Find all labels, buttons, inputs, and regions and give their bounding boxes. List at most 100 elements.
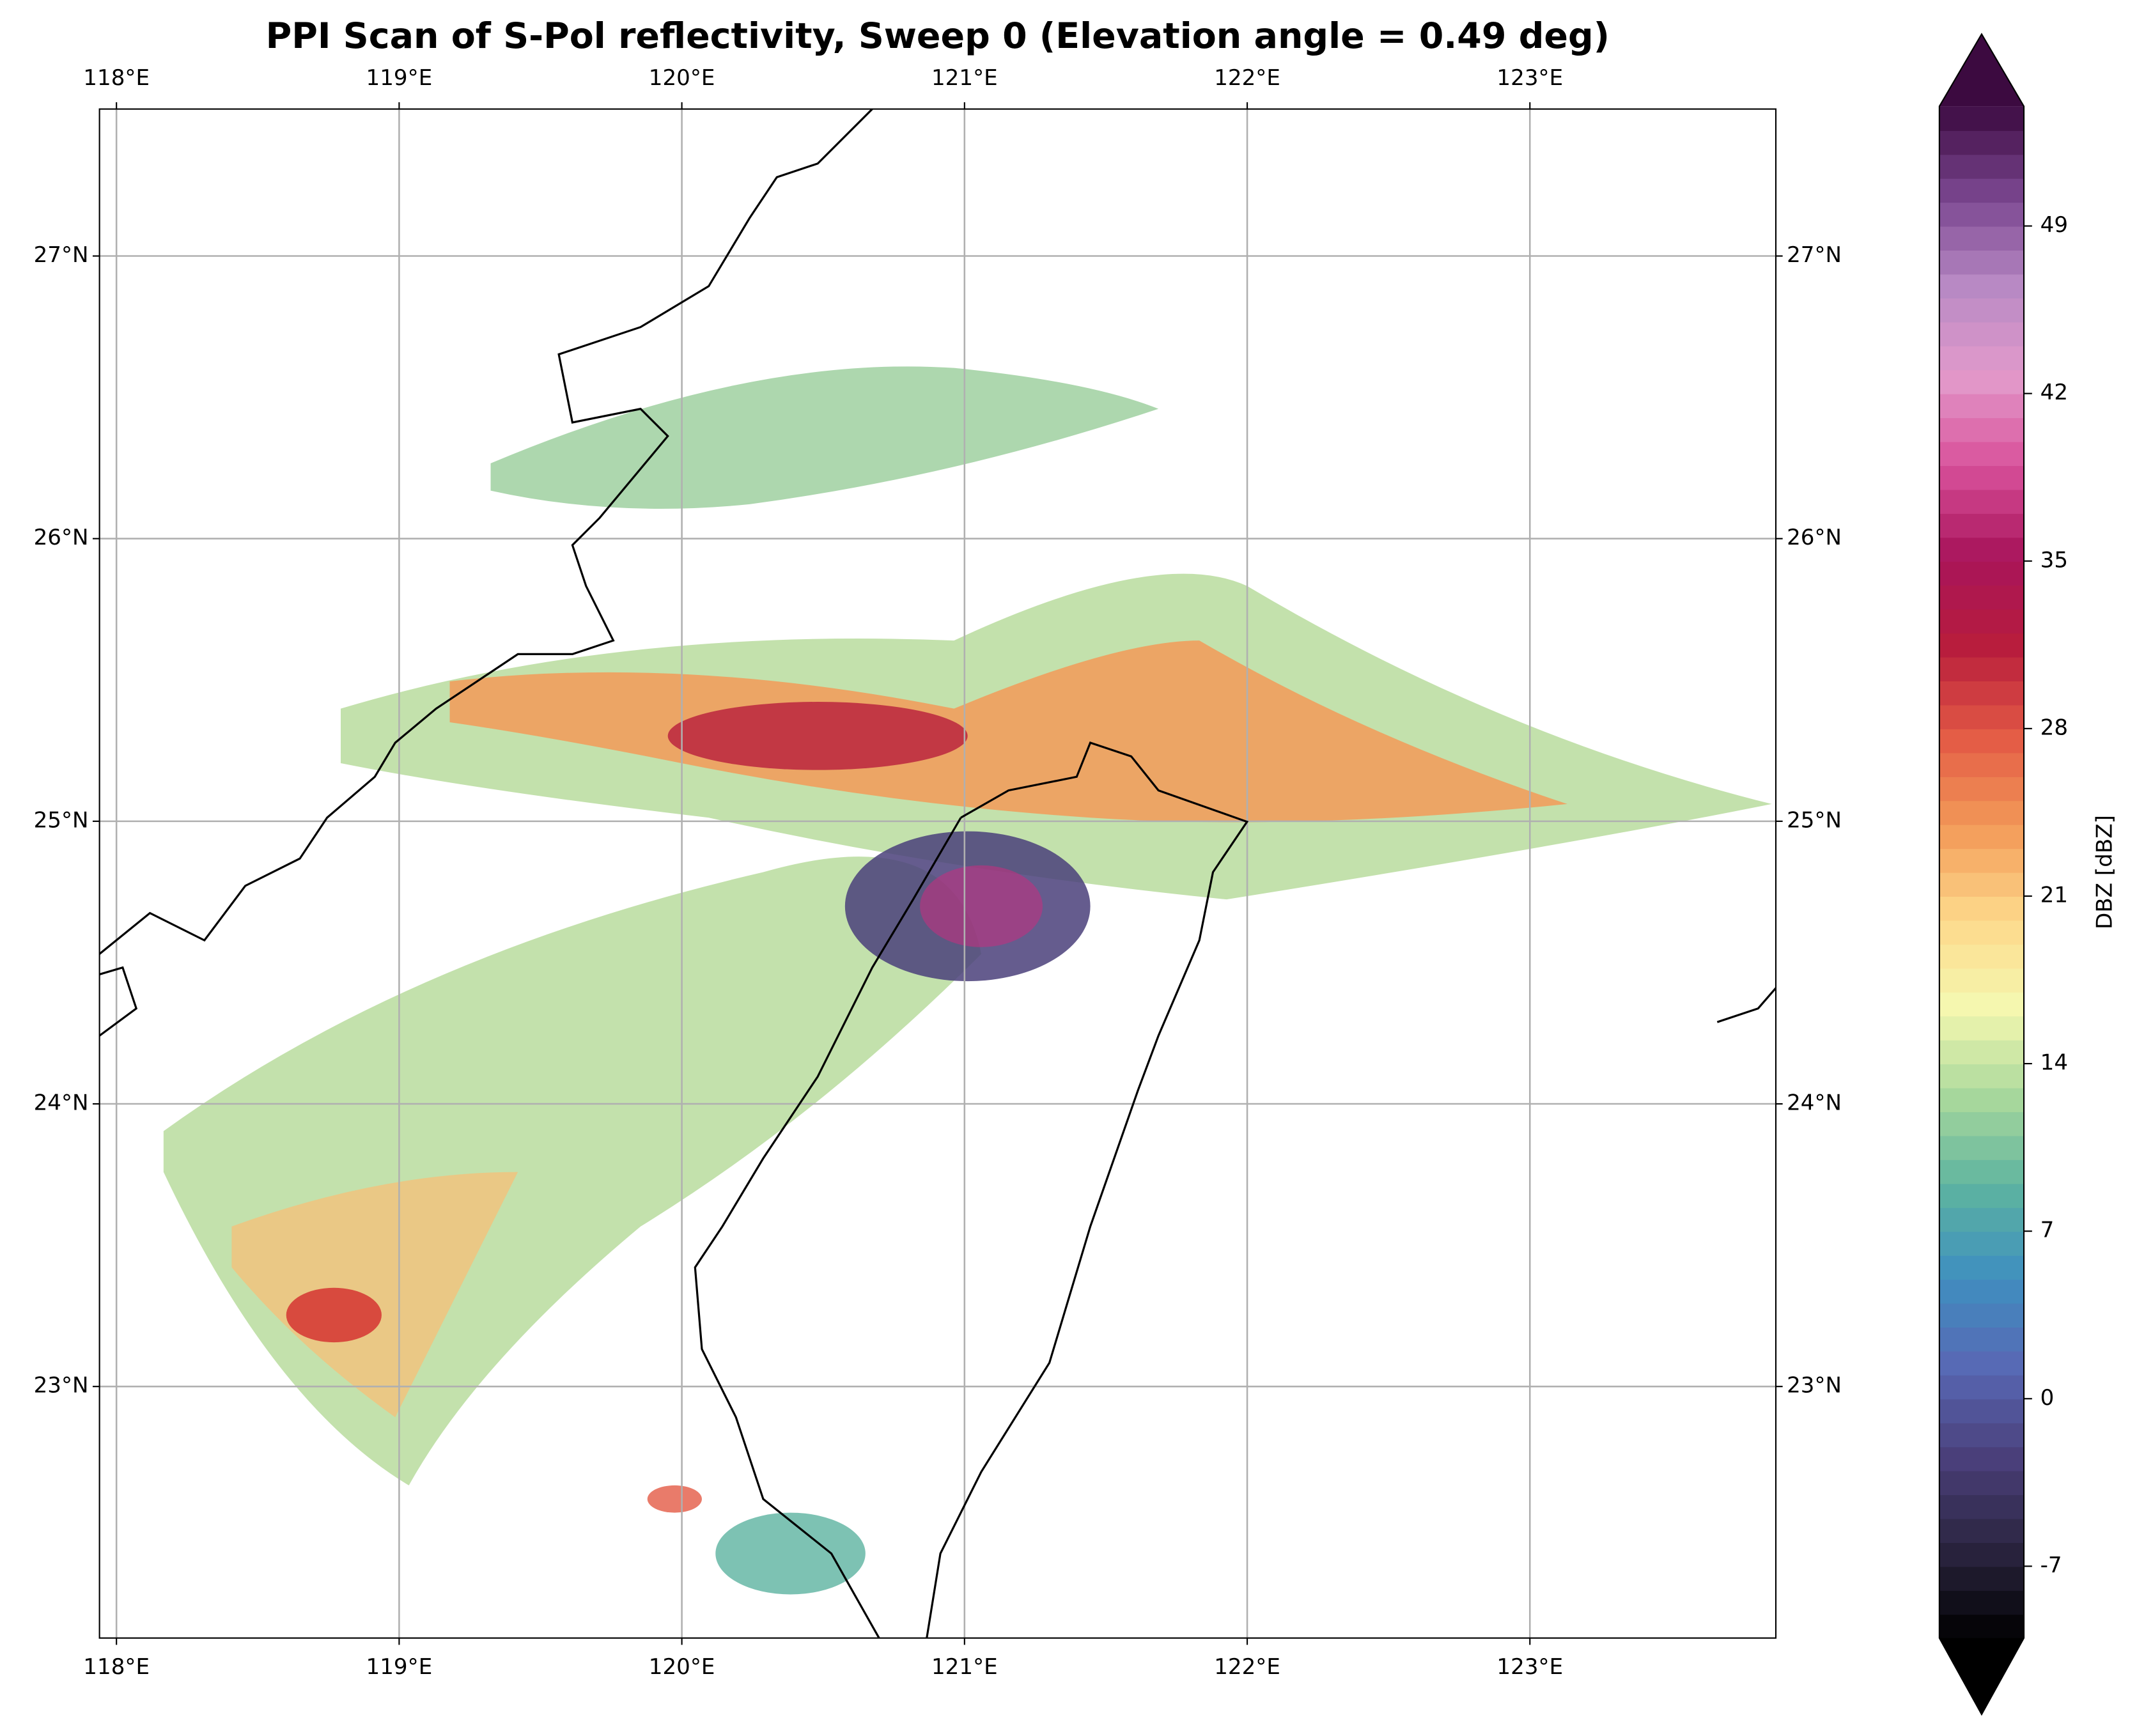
colorbar-band [1939, 872, 2024, 897]
x-tick-label-top: 118°E [83, 65, 150, 91]
colorbar-band [1939, 1374, 2024, 1400]
echo-region [647, 1485, 702, 1513]
colorbar-band [1939, 1494, 2024, 1519]
echo-region [231, 1172, 518, 1418]
colorbar-band [1939, 1087, 2024, 1113]
colorbar-band [1939, 297, 2024, 323]
coastline-island [1716, 987, 1776, 1023]
colorbar-band [1939, 1303, 2024, 1328]
coastline-mainland [99, 109, 873, 955]
colorbar-band [1939, 1064, 2024, 1089]
colorbar-band [1939, 776, 2024, 802]
x-tick-label: 121°E [931, 1654, 998, 1680]
radar-echoes [163, 366, 1772, 1595]
colorbar-band [1939, 178, 2024, 203]
colorbar-band [1939, 585, 2024, 610]
colorbar-label: DBZ [dBZ] [2092, 815, 2117, 929]
y-tick-label: 23°N [34, 1373, 89, 1399]
colorbar-band [1939, 968, 2024, 993]
colorbar-band [1939, 680, 2024, 706]
colorbar-band [1939, 561, 2024, 586]
colorbar-band [1939, 848, 2024, 873]
colorbar-band [1939, 369, 2024, 394]
chart-title: PPI Scan of S-Pol reflectivity, Sweep 0 … [266, 16, 1610, 57]
colorbar-band [1939, 274, 2024, 298]
colorbar-band [1939, 1542, 2024, 1567]
colorbar-band [1939, 322, 2024, 346]
colorbar-band [1939, 1351, 2024, 1376]
colorbar-band [1939, 1255, 2024, 1280]
colorbar-band [1939, 1231, 2024, 1256]
colorbar-band [1939, 130, 2024, 155]
colorbar-band [1939, 106, 2024, 131]
colorbar-band [1939, 154, 2024, 179]
colorbar-band [1939, 1279, 2024, 1304]
colorbar-tick-label: 28 [2040, 715, 2068, 740]
colorbar-band [1939, 393, 2024, 419]
colorbar-tick-label: 0 [2040, 1385, 2055, 1411]
colorbar-band [1939, 202, 2024, 227]
echo-region [667, 702, 968, 770]
y-tick-label-right: 27°N [1787, 242, 1842, 268]
colorbar-band [1939, 1399, 2024, 1423]
colorbar-band [1939, 943, 2024, 969]
x-tick-label: 120°E [649, 1654, 715, 1680]
y-tick-label-right: 23°N [1787, 1373, 1842, 1399]
colorbar-band [1939, 1446, 2024, 1471]
echo-region [490, 366, 1159, 509]
colorbar-band [1939, 537, 2024, 562]
colorbar-tick-label: 21 [2040, 882, 2068, 908]
colorbar-band [1939, 513, 2024, 538]
colorbar-band [1939, 920, 2024, 945]
colorbar-tick-label: 49 [2040, 212, 2068, 238]
colorbar-band [1939, 824, 2024, 849]
colorbar-band [1939, 441, 2024, 467]
colorbar-band [1939, 608, 2024, 634]
colorbar-band [1939, 465, 2024, 490]
x-tick-label-top: 120°E [649, 65, 715, 91]
coastline-east [926, 741, 1249, 1638]
coastline-mainland [99, 966, 138, 1037]
x-tick-label: 122°E [1214, 1654, 1280, 1680]
plot-frame [98, 108, 1777, 1639]
colorbar-extend-bottom [1939, 1638, 2024, 1715]
colorbar-band [1939, 345, 2024, 371]
colorbar-band [1939, 1470, 2024, 1496]
x-tick-label-top: 123°E [1496, 65, 1563, 91]
colorbar-band [1939, 1518, 2024, 1544]
colorbar-band [1939, 1159, 2024, 1184]
y-tick-label-right: 24°N [1787, 1090, 1842, 1116]
colorbar-band [1939, 489, 2024, 514]
colorbar-tick-label: 7 [2040, 1218, 2055, 1243]
echo-region [286, 1287, 382, 1343]
colorbar-band [1939, 1183, 2024, 1208]
x-tick-label: 118°E [83, 1654, 150, 1680]
colorbar-tick-label: 14 [2040, 1050, 2068, 1076]
colorbar-band [1939, 1326, 2024, 1352]
colorbar-band [1939, 1422, 2024, 1448]
x-tick-label-top: 122°E [1214, 65, 1280, 91]
colorbar-tick-label: -7 [2040, 1553, 2062, 1578]
colorbar-band [1939, 1590, 2024, 1615]
y-tick-label: 24°N [34, 1090, 89, 1116]
coastline [99, 109, 1776, 1638]
colorbar-band [1939, 1016, 2024, 1041]
colorbar-band [1939, 1614, 2024, 1639]
colorbar-band [1939, 1207, 2024, 1232]
colorbar-band [1939, 226, 2024, 251]
colorbar-band [1939, 991, 2024, 1017]
colorbar-band [1939, 656, 2024, 682]
colorbar-band [1939, 1566, 2024, 1591]
y-tick-label-right: 26°N [1787, 525, 1842, 550]
colorbar-band [1939, 633, 2024, 658]
y-tick-label: 26°N [34, 525, 89, 550]
colorbar-band [1939, 728, 2024, 754]
colorbar-band [1939, 752, 2024, 777]
y-tick-label-right: 25°N [1787, 807, 1842, 833]
echo-region [449, 640, 1567, 823]
colorbar-band [1939, 800, 2024, 825]
colorbar-band [1939, 1111, 2024, 1136]
colorbar-frame [1938, 33, 2025, 1716]
colorbar-band [1939, 417, 2024, 442]
